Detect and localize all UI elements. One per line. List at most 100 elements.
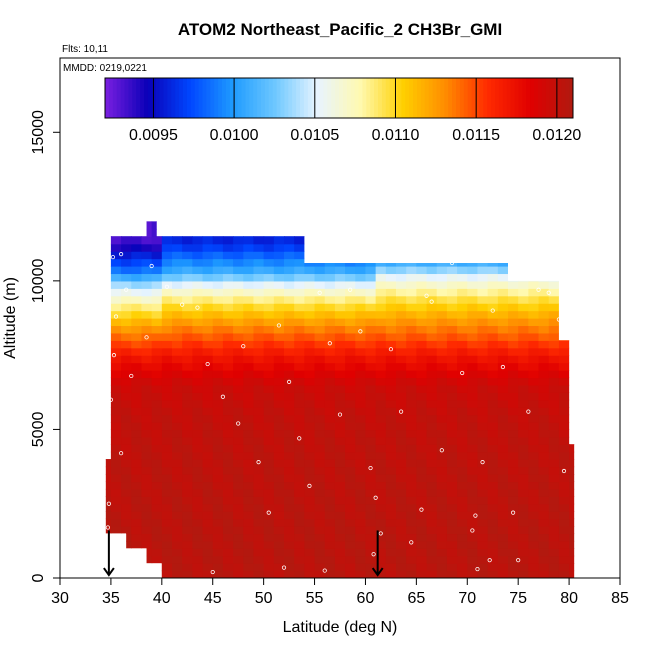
heatmap-cell [558, 526, 570, 535]
heatmap-cell [243, 280, 255, 289]
heatmap-cell [192, 459, 204, 468]
heatmap-cell [569, 340, 575, 349]
heatmap-cell [294, 503, 305, 512]
heatmap-cell [457, 511, 468, 520]
heatmap-cell [558, 555, 570, 564]
heatmap-cell [477, 481, 489, 490]
heatmap-cell [222, 399, 234, 408]
heatmap-cell [192, 228, 204, 237]
heatmap-cell [426, 548, 438, 557]
heatmap-cell [304, 488, 316, 497]
heatmap-cell [558, 488, 570, 497]
heatmap-cell [131, 533, 143, 542]
heatmap-cell [334, 518, 346, 527]
heatmap-cell [487, 503, 499, 512]
flight-point [409, 540, 414, 545]
heatmap-cell [284, 414, 295, 423]
heatmap-cell [243, 392, 255, 401]
heatmap-cell [569, 258, 575, 267]
heatmap-cell [396, 251, 407, 260]
heatmap-cell [222, 540, 234, 549]
heatmap-cell [192, 414, 204, 423]
heatmap-cell [212, 221, 224, 230]
heatmap-cell [233, 340, 244, 349]
heatmap-cell [457, 548, 468, 557]
heatmap-cell [446, 436, 458, 445]
heatmap-cell [406, 570, 417, 578]
heatmap-cell [508, 325, 519, 334]
heatmap-cell [457, 496, 468, 505]
heatmap-cell [324, 325, 336, 334]
heatmap-cell [253, 563, 265, 572]
heatmap-cell [539, 207, 550, 215]
heatmap-cell [436, 384, 448, 393]
heatmap-cell [345, 362, 356, 371]
heatmap-cell [314, 392, 326, 401]
heatmap-cell [345, 303, 356, 312]
heatmap-cell [355, 392, 367, 401]
heatmap-cell [497, 526, 509, 535]
heatmap-cell [365, 511, 377, 520]
heatmap-cell [385, 518, 397, 527]
heatmap-cell [558, 325, 570, 334]
heatmap-cell [426, 221, 438, 230]
heatmap-cell [569, 273, 575, 282]
heatmap-cell [528, 436, 540, 445]
heatmap-cell [212, 362, 224, 371]
heatmap-cell [105, 310, 112, 319]
heatmap-cell [487, 570, 499, 578]
heatmap-cell [172, 474, 183, 483]
heatmap-cell [426, 384, 438, 393]
heatmap-cell [508, 444, 519, 453]
heatmap-cell [365, 429, 377, 438]
heatmap-cell [324, 414, 336, 423]
heatmap-cell [436, 451, 448, 460]
heatmap-cell [172, 436, 183, 445]
heatmap-cell [161, 563, 173, 572]
heatmap-cell [273, 533, 285, 542]
heatmap-cell [518, 496, 529, 505]
heatmap-cell [263, 496, 275, 505]
heatmap-cell [436, 526, 448, 535]
heatmap-cell [131, 355, 143, 364]
heatmap-cell [131, 422, 143, 431]
heatmap-cell [385, 355, 397, 364]
heatmap-cell [284, 243, 295, 252]
heatmap-cell [396, 436, 407, 445]
heatmap-cell [365, 303, 377, 312]
heatmap-cell [497, 280, 509, 289]
heatmap-cell [345, 540, 356, 549]
heatmap-cell [457, 444, 468, 453]
heatmap-cell [334, 310, 346, 319]
heatmap-cell [406, 414, 417, 423]
heatmap-cell [202, 563, 214, 572]
flight-point [358, 329, 363, 334]
heatmap-cell [518, 526, 529, 535]
heatmap-cell [263, 526, 275, 535]
heatmap-cell [385, 362, 397, 371]
heatmap-cell [436, 273, 448, 282]
heatmap-cell [548, 251, 560, 260]
flight-point [118, 451, 124, 456]
heatmap-cell [222, 347, 234, 356]
heatmap-cell [375, 236, 387, 245]
flight-point [490, 308, 495, 313]
heatmap-cell [477, 451, 489, 460]
heatmap-cell [477, 288, 489, 297]
heatmap-cell [304, 474, 316, 483]
heatmap-cell [467, 258, 479, 267]
flight-point [281, 565, 287, 570]
flight-point [429, 299, 434, 304]
heatmap-cell [426, 526, 438, 535]
heatmap-cell [304, 407, 316, 416]
heatmap-cell [110, 481, 122, 490]
heatmap-cell [385, 533, 397, 542]
heatmap-cell [284, 207, 295, 215]
heatmap-cell [497, 273, 509, 282]
heatmap-cell [467, 533, 479, 542]
heatmap-cell [324, 236, 336, 245]
x-tick-label: 35 [102, 590, 120, 607]
heatmap-cell [110, 436, 122, 445]
heatmap-cell [202, 481, 214, 490]
heatmap-cell [324, 347, 336, 356]
